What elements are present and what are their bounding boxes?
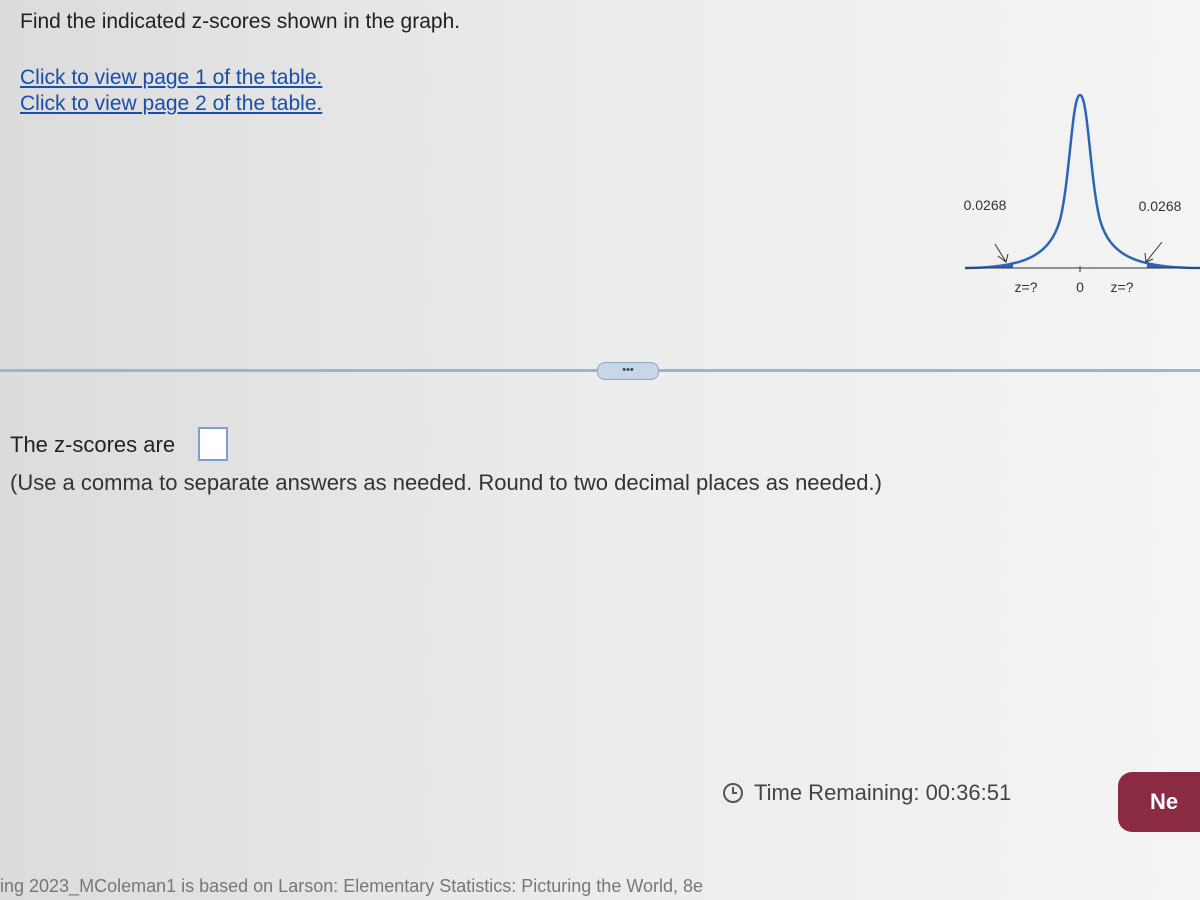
next-button[interactable]: Ne (1118, 772, 1200, 832)
area-label: 0.0268 (1139, 198, 1182, 214)
credit: ring 2023_MColeman1 is based on Larson: … (0, 876, 704, 896)
expand-button[interactable]: ••• (597, 362, 659, 380)
normal-curve-graph: 0.0268 0.0268 z=? 0 z=? (964, 93, 1200, 295)
answer-label: The z-scores are (10, 432, 176, 457)
area-label: 0.0268 (964, 197, 1007, 213)
z-label: z=? (1111, 279, 1134, 295)
arrow (1144, 241, 1163, 263)
timer: Time Remaining: 00:36:51 (722, 780, 1011, 806)
right-tail (1147, 262, 1200, 268)
instructions: (Use a comma to separate answers as need… (10, 470, 882, 495)
prompt: Find the indicated z-scores shown in the… (20, 10, 461, 33)
arrow (994, 243, 1009, 263)
table-link[interactable]: Click to view page 1 of the table. (20, 66, 323, 89)
table-link[interactable]: Click to view page 2 of the table. (20, 92, 323, 115)
timer-text: Time Remaining: 00:36:51 (754, 780, 1012, 805)
clock-icon (723, 783, 743, 803)
left-tail (965, 262, 1013, 268)
curve (964, 93, 1200, 270)
answer-input[interactable] (198, 427, 228, 461)
z-label: 0 (1076, 279, 1084, 295)
z-label: z=? (1015, 279, 1038, 295)
